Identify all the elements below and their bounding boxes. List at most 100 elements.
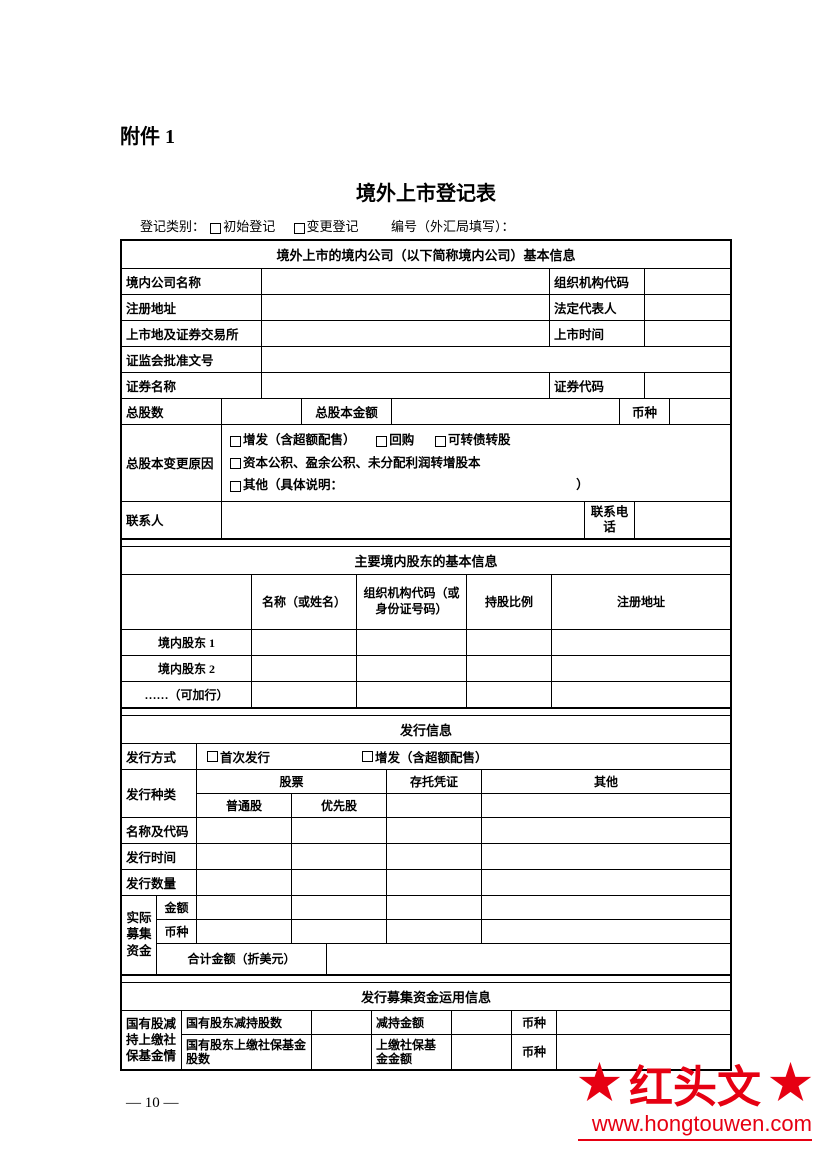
iq-3[interactable]: [387, 870, 482, 895]
sh-r1-name[interactable]: [252, 630, 357, 656]
watermark-text: 红头文: [629, 1051, 761, 1115]
ss-v1[interactable]: [312, 1035, 372, 1070]
contact-label: 联系人: [122, 502, 222, 538]
ssf-amt-label: 上缴社保基金金额: [372, 1035, 452, 1070]
rc-v1[interactable]: [557, 1011, 730, 1034]
reason-label: 总股本变更原因: [122, 425, 222, 501]
security-code-label: 证券代码: [550, 373, 645, 398]
fa-3[interactable]: [387, 896, 482, 919]
org-code-value[interactable]: [645, 269, 730, 294]
it-2[interactable]: [292, 844, 387, 869]
other-label: 其他: [482, 770, 730, 793]
fund-total-value[interactable]: [327, 944, 730, 974]
cb-reason-other[interactable]: [230, 481, 241, 492]
sh-r3-name[interactable]: [252, 682, 357, 707]
fc-3[interactable]: [387, 920, 482, 943]
it-1[interactable]: [197, 844, 292, 869]
first-issue-label: 首次发行: [220, 747, 270, 766]
sh-r3-ratio[interactable]: [467, 682, 552, 707]
issue-type-label: 发行种类: [122, 770, 197, 817]
approval-value[interactable]: [262, 347, 730, 372]
sh-r1-code[interactable]: [357, 630, 467, 656]
nc-1[interactable]: [197, 818, 292, 843]
checkbox-initial[interactable]: [210, 223, 221, 234]
reason-issue: 增发（含超额配售）: [243, 433, 356, 447]
contact-value[interactable]: [222, 502, 585, 538]
sh-row3: ……（可加行）: [122, 682, 252, 707]
sh-r2-code[interactable]: [357, 656, 467, 682]
checkbox-change[interactable]: [294, 223, 305, 234]
cb-reason-buyback[interactable]: [376, 436, 387, 447]
subtitle-line: 登记类别： 初始登记 变更登记 编号（外汇局填写）：: [120, 216, 732, 235]
fc-4[interactable]: [482, 920, 730, 943]
sh-r3-code[interactable]: [357, 682, 467, 707]
sh-blank: [122, 575, 252, 630]
sh-r1-ratio[interactable]: [467, 630, 552, 656]
cb-reason-convert[interactable]: [435, 436, 446, 447]
cb-reason-reserve[interactable]: [230, 458, 241, 469]
address-value[interactable]: [262, 295, 550, 320]
nc-4[interactable]: [482, 818, 730, 843]
reg-type-leader: 登记类别：: [140, 219, 205, 234]
cb-first-issue[interactable]: [207, 751, 218, 762]
fc-1[interactable]: [197, 920, 292, 943]
list-time-label: 上市时间: [550, 321, 645, 346]
security-name-value[interactable]: [262, 373, 550, 398]
sh-r2-ratio[interactable]: [467, 656, 552, 682]
common-stock: 普通股: [197, 794, 292, 817]
sh-r2-name[interactable]: [252, 656, 357, 682]
add-issue-label: 增发（含超额配售）: [375, 747, 488, 766]
currency-label: 币种: [620, 399, 670, 424]
issue-qty-label: 发行数量: [122, 870, 197, 895]
nc-3[interactable]: [387, 818, 482, 843]
iq-2[interactable]: [292, 870, 387, 895]
exchange-value[interactable]: [262, 321, 550, 346]
legal-rep-value[interactable]: [645, 295, 730, 320]
state-reduce-label: 国有股减持上缴社保基金情: [122, 1011, 182, 1070]
form-title: 境外上市登记表: [120, 177, 732, 206]
sh-col-addr: 注册地址: [552, 575, 730, 630]
fa-4[interactable]: [482, 896, 730, 919]
number-label: 编号（外汇局填写）：: [391, 219, 515, 234]
sh-r2-addr[interactable]: [552, 656, 730, 682]
total-capital-value[interactable]: [392, 399, 620, 424]
cb-initial-label: 初始登记: [223, 219, 275, 234]
ra-v1[interactable]: [452, 1011, 512, 1034]
it-4[interactable]: [482, 844, 730, 869]
iq-4[interactable]: [482, 870, 730, 895]
company-name-value[interactable]: [262, 269, 550, 294]
it-3[interactable]: [387, 844, 482, 869]
cb-add-issue[interactable]: [362, 751, 373, 762]
list-time-value[interactable]: [645, 321, 730, 346]
sh-r1-addr[interactable]: [552, 630, 730, 656]
security-name-label: 证券名称: [122, 373, 262, 398]
name-code-label: 名称及代码: [122, 818, 197, 843]
fa-2[interactable]: [292, 896, 387, 919]
section3-header: 发行信息: [122, 715, 730, 744]
phone-value[interactable]: [635, 502, 730, 538]
main-table: 境外上市的境内公司（以下简称境内公司）基本信息 境内公司名称 组织机构代码 注册…: [120, 239, 732, 1071]
cb-reason-issue[interactable]: [230, 436, 241, 447]
reason-convert: 可转债转股: [448, 433, 511, 447]
fa-1[interactable]: [197, 896, 292, 919]
issue-time-label: 发行时间: [122, 844, 197, 869]
attachment-label: 附件 1: [120, 120, 732, 149]
currency-value[interactable]: [670, 399, 730, 424]
nc-2[interactable]: [292, 818, 387, 843]
reason-buyback: 回购: [389, 433, 414, 447]
fc-2[interactable]: [292, 920, 387, 943]
ssf-shares-label: 国有股东上缴社保基金股数: [182, 1035, 312, 1070]
sa-v1[interactable]: [452, 1035, 512, 1070]
rs-v1[interactable]: [312, 1011, 372, 1034]
issue-method-label: 发行方式: [122, 744, 197, 769]
total-shares-label: 总股数: [122, 399, 222, 424]
sh-r3-addr[interactable]: [552, 682, 730, 707]
iq-1[interactable]: [197, 870, 292, 895]
other-sub: [482, 794, 730, 817]
sh-col-ratio: 持股比例: [467, 575, 552, 630]
exchange-label: 上市地及证券交易所: [122, 321, 262, 346]
reason-other-end: ）: [576, 478, 589, 492]
security-code-value[interactable]: [645, 373, 730, 398]
sh-row1: 境内股东 1: [122, 630, 252, 656]
total-shares-value[interactable]: [222, 399, 302, 424]
